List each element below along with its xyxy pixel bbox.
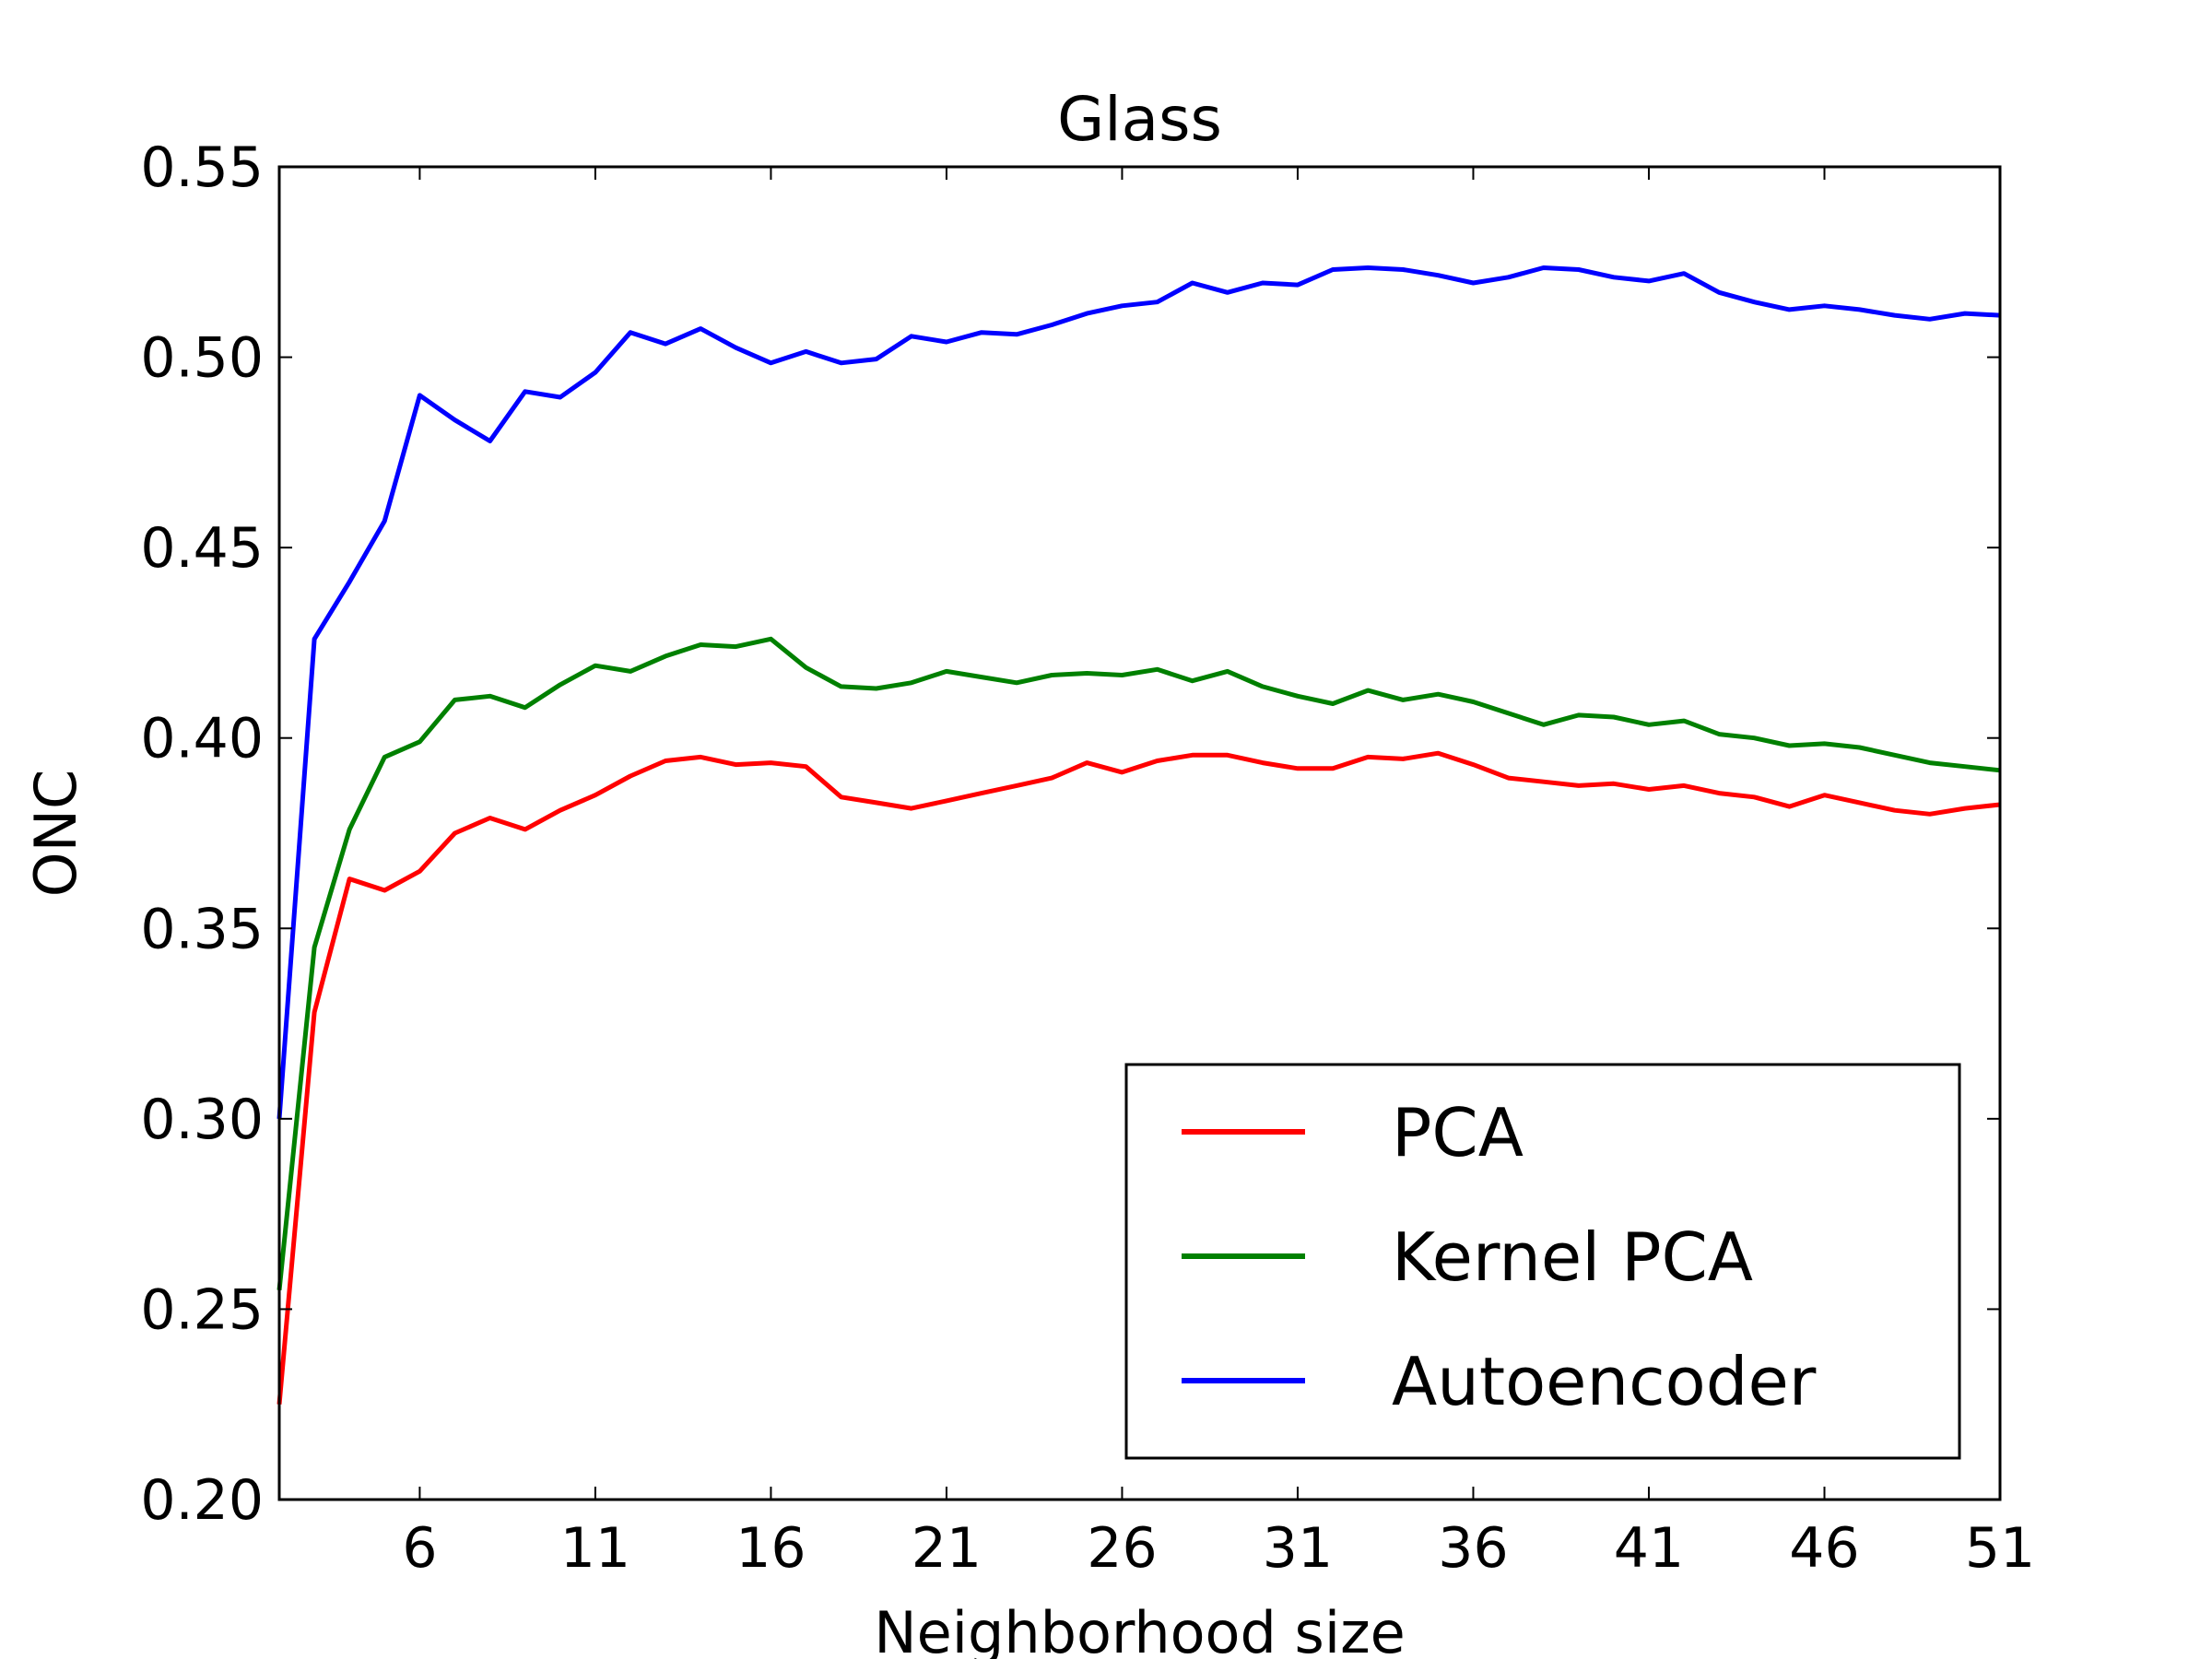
x-tick-label: 31 <box>1263 1516 1333 1581</box>
y-tick-label: 0.50 <box>140 326 264 391</box>
y-tick-label: 0.45 <box>140 516 264 581</box>
x-tick-label: 26 <box>1087 1516 1157 1581</box>
x-tick-label: 46 <box>1789 1516 1859 1581</box>
series-line-pca <box>276 750 2001 1405</box>
x-axis-label: Neighborhood size <box>874 1599 1406 1659</box>
plot-frame-border <box>277 165 2002 1501</box>
x-tick-label: 51 <box>1965 1516 2035 1581</box>
x-tick-label: 6 <box>402 1516 437 1581</box>
x-tick-label: 41 <box>1614 1516 1684 1581</box>
y-tick-label: 0.25 <box>140 1277 264 1342</box>
x-tick-label: 11 <box>560 1516 630 1581</box>
series-layer <box>276 265 2001 1405</box>
series-line-kernel-pca <box>276 636 2001 1291</box>
y-axis-label: ONC <box>22 770 89 897</box>
y-tick-label: 0.40 <box>140 707 264 771</box>
axis-ticks: 6 11 16 21 26 31 36 41 46 51 0.20 0.25 0.30 0.35 0.40 0… <box>140 135 2035 1581</box>
x-tick-label: 16 <box>735 1516 806 1581</box>
y-tick-label: 0.35 <box>140 897 264 961</box>
y-tick-label: 0.55 <box>140 135 264 200</box>
x-tick-label: 21 <box>912 1516 982 1581</box>
chart-title: Glass <box>1057 84 1222 155</box>
series-line-autoencoder <box>276 265 2001 1120</box>
legend: PCA Kernel PCA Autoencoder <box>1124 1063 1961 1460</box>
legend-label-kernel-pca: Kernel PCA <box>1392 1218 1753 1296</box>
y-tick-label: 0.20 <box>140 1468 264 1533</box>
y-tick-label: 0.30 <box>140 1088 264 1152</box>
legend-label-pca: PCA <box>1392 1094 1524 1171</box>
legend-label-autoencoder: Autoencoder <box>1392 1343 1817 1420</box>
x-tick-label: 36 <box>1438 1516 1508 1581</box>
